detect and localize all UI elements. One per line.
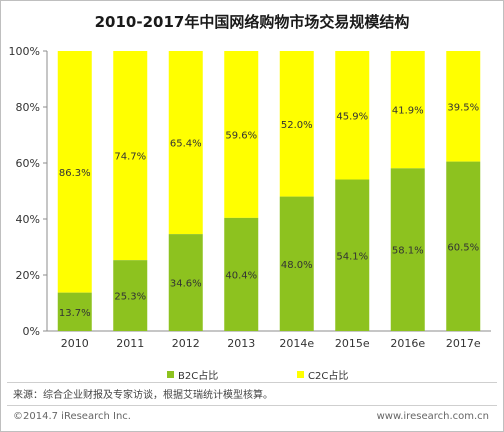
bar-b2c	[224, 217, 259, 331]
divider-top	[7, 382, 497, 383]
data-label-c2c: 41.9%	[392, 106, 424, 117]
x-tick-label: 2013	[227, 337, 255, 350]
bar-b2c	[113, 260, 148, 331]
data-label-c2c: 45.9%	[336, 111, 368, 122]
y-tick-label: 20%	[16, 269, 40, 282]
data-label-b2c: 60.5%	[447, 242, 479, 253]
y-tick-label: 100%	[9, 45, 40, 58]
x-tick-label: 2017e	[446, 337, 481, 350]
data-label-b2c: 40.4%	[225, 270, 257, 281]
source-note: 来源：综合企业财报及专家访谈，根据艾瑞统计模型核算。	[13, 390, 273, 401]
bar-c2c	[390, 51, 425, 169]
chart-title: 2010-2017年中国网络购物市场交易规模结构	[94, 13, 410, 31]
data-label-b2c: 48.0%	[281, 260, 313, 271]
bar-c2c	[446, 51, 481, 162]
stacked-bar-chart: 0% 20% 40% 60% 80% 100% 13.7% 86.3% 2010 25.3% 74.…	[9, 45, 491, 350]
y-tick-label: 80%	[16, 101, 40, 114]
x-tick-label: 2012	[172, 337, 200, 350]
divider-bottom	[7, 405, 497, 406]
y-tick-label: 40%	[16, 213, 40, 226]
bar-b2c	[446, 161, 481, 331]
bar-c2c	[113, 51, 148, 261]
bar-c2c	[168, 51, 203, 235]
bar-b2c	[335, 179, 370, 331]
legend-label-c2c: C2C占比	[308, 371, 349, 382]
legend: B2C占比 C2C占比	[1, 367, 503, 382]
legend-label-b2c: B2C占比	[178, 371, 219, 382]
data-label-c2c: 59.6%	[225, 130, 257, 141]
bar-c2c	[224, 51, 259, 218]
data-label-b2c: 34.6%	[170, 279, 202, 290]
data-label-c2c: 39.5%	[447, 102, 479, 113]
bar-c2c	[279, 51, 314, 197]
data-label-b2c: 13.7%	[59, 308, 91, 319]
data-label-c2c: 52.0%	[281, 120, 313, 131]
data-label-c2c: 86.3%	[59, 168, 91, 179]
bar-b2c	[168, 234, 203, 331]
x-tick-label: 2014e	[279, 337, 314, 350]
data-label-c2c: 65.4%	[170, 139, 202, 150]
y-tick-label: 0%	[23, 325, 40, 338]
website-url: www.iresearch.com.cn	[376, 411, 489, 422]
bar-c2c	[57, 51, 92, 293]
legend-swatch-b2c	[167, 371, 174, 378]
bar-b2c	[390, 168, 425, 331]
x-tick-label: 2016e	[390, 337, 425, 350]
bar-b2c	[279, 196, 314, 331]
x-tick-label: 2010	[61, 337, 89, 350]
x-tick-label: 2015e	[335, 337, 370, 350]
data-label-b2c: 54.1%	[336, 251, 368, 262]
legend-item-c2c: C2C占比	[297, 367, 348, 382]
legend-swatch-c2c	[297, 371, 304, 378]
data-label-b2c: 58.1%	[392, 246, 424, 257]
bar-b2c	[57, 292, 92, 331]
bar-c2c	[335, 51, 370, 180]
copyright: ©2014.7 iResearch Inc.	[13, 411, 131, 422]
data-label-c2c: 74.7%	[114, 152, 146, 163]
legend-item-b2c: B2C占比	[167, 367, 218, 382]
data-label-b2c: 25.3%	[114, 292, 146, 303]
y-tick-label: 60%	[16, 157, 40, 170]
x-tick-label: 2011	[116, 337, 144, 350]
